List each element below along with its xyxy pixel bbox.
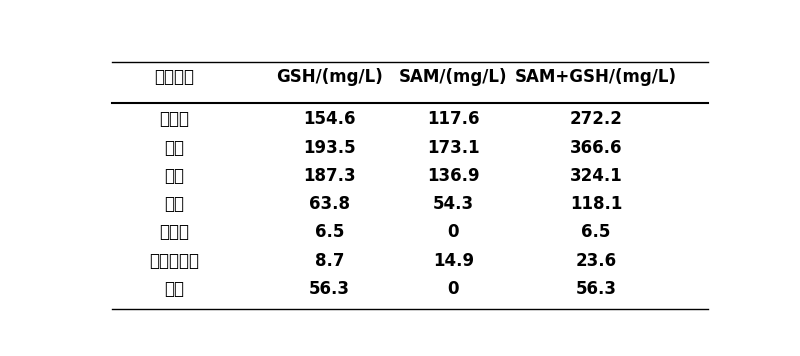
- Text: 136.9: 136.9: [427, 167, 480, 185]
- Text: 0: 0: [448, 224, 459, 241]
- Text: 柠檬酸三钠: 柠檬酸三钠: [150, 252, 199, 269]
- Text: 118.1: 118.1: [570, 195, 622, 213]
- Text: 173.1: 173.1: [427, 139, 480, 157]
- Text: 淀粉: 淀粉: [165, 280, 184, 298]
- Text: 193.5: 193.5: [303, 139, 356, 157]
- Text: 63.8: 63.8: [309, 195, 350, 213]
- Text: 324.1: 324.1: [570, 167, 622, 185]
- Text: 54.3: 54.3: [433, 195, 474, 213]
- Text: 蔗糖: 蔗糖: [165, 139, 184, 157]
- Text: 6.5: 6.5: [314, 224, 344, 241]
- Text: GSH/(mg/L): GSH/(mg/L): [276, 68, 382, 86]
- Text: 23.6: 23.6: [575, 252, 617, 269]
- Text: SAM+GSH/(mg/L): SAM+GSH/(mg/L): [515, 68, 677, 86]
- Text: 葡萄糖: 葡萄糖: [159, 110, 190, 129]
- Text: SAM/(mg/L): SAM/(mg/L): [399, 68, 508, 86]
- Text: 56.3: 56.3: [575, 280, 617, 298]
- Text: 乙醇: 乙醇: [165, 195, 184, 213]
- Text: 0: 0: [448, 280, 459, 298]
- Text: 碳源种类: 碳源种类: [154, 68, 194, 86]
- Text: 56.3: 56.3: [309, 280, 350, 298]
- Text: 甘油: 甘油: [165, 167, 184, 185]
- Text: 187.3: 187.3: [303, 167, 356, 185]
- Text: 14.9: 14.9: [433, 252, 474, 269]
- Text: 366.6: 366.6: [570, 139, 622, 157]
- Text: 乙酸钠: 乙酸钠: [159, 224, 190, 241]
- Text: 8.7: 8.7: [314, 252, 344, 269]
- Text: 6.5: 6.5: [582, 224, 610, 241]
- Text: 154.6: 154.6: [303, 110, 356, 129]
- Text: 272.2: 272.2: [570, 110, 622, 129]
- Text: 117.6: 117.6: [427, 110, 480, 129]
